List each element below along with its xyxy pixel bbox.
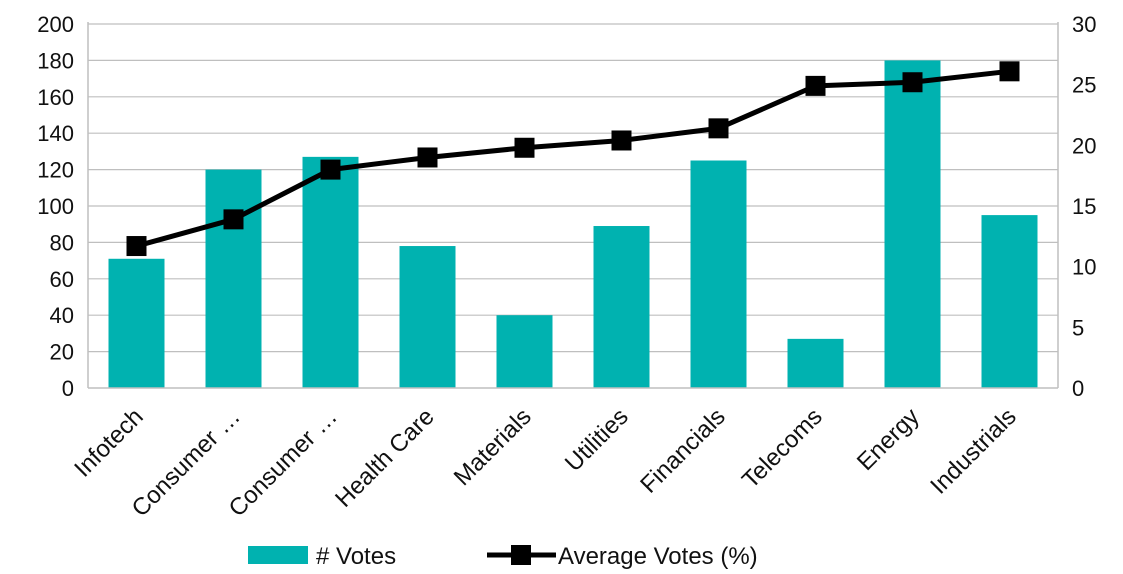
category-label: Infotech — [69, 403, 148, 482]
y-right-tick-label: 30 — [1072, 12, 1096, 37]
average-votes-marker-7 — [708, 118, 729, 139]
average-votes-marker-4 — [417, 147, 438, 168]
category-label: Health Care — [330, 403, 440, 513]
bars — [108, 60, 1038, 389]
y-left-tick-label: 100 — [37, 194, 74, 219]
y-left-tick-label: 200 — [37, 12, 74, 37]
category-label: Materials — [449, 403, 537, 491]
bar-2 — [205, 169, 262, 388]
legend: # Votes Average Votes (%) — [248, 543, 758, 570]
y-left-tick-label: 180 — [37, 48, 74, 73]
bar-1 — [108, 258, 165, 388]
legend-line-marker — [511, 545, 531, 565]
average-votes-marker-1 — [126, 236, 147, 257]
y-left-tick-label: 40 — [50, 303, 74, 328]
category-label: Energy — [852, 403, 925, 476]
average-votes-marker-3 — [320, 159, 341, 180]
y-right-tick-label: 15 — [1072, 194, 1096, 219]
category-label: Industrials — [925, 403, 1021, 499]
average-votes-marker-8 — [805, 75, 826, 96]
y-right-tick-label: 5 — [1072, 315, 1084, 340]
legend-bar-swatch — [248, 546, 308, 564]
y-left-tick-label: 140 — [37, 121, 74, 146]
y-left-tick-label: 160 — [37, 85, 74, 110]
y-left-tick-label: 120 — [37, 158, 74, 183]
bar-6 — [593, 226, 650, 388]
average-line — [126, 61, 1020, 257]
bar-5 — [496, 315, 553, 388]
category-label: Telecoms — [737, 403, 828, 494]
category-label: Utilities — [560, 403, 634, 477]
y-left-tick-label: 80 — [50, 230, 74, 255]
average-votes-marker-6 — [611, 130, 632, 151]
average-votes-line — [135, 68, 1010, 249]
y-right-tick-label: 0 — [1072, 376, 1084, 401]
axes — [87, 22, 1059, 389]
category-label: Financials — [635, 403, 730, 498]
average-votes-marker-10 — [999, 61, 1020, 82]
average-votes-marker-9 — [902, 72, 923, 93]
average-votes-marker-2 — [223, 209, 244, 230]
bar-8 — [787, 338, 844, 388]
y-left-tick-label: 60 — [50, 267, 74, 292]
bar-10 — [981, 215, 1038, 388]
legend-label-votes: # Votes — [316, 543, 396, 570]
y-right-tick-label: 25 — [1072, 73, 1096, 98]
y-left-tick-label: 20 — [50, 340, 74, 365]
y-right-tick-label: 20 — [1072, 133, 1096, 158]
y-right-tick-label: 10 — [1072, 255, 1096, 280]
bar-4 — [399, 246, 456, 388]
bar-7 — [690, 160, 747, 388]
bar-3 — [302, 156, 359, 388]
bar-9 — [884, 60, 941, 389]
legend-label-average: Average Votes (%) — [558, 543, 758, 570]
y-left-tick-label: 0 — [62, 376, 74, 401]
average-votes-marker-5 — [514, 137, 535, 158]
